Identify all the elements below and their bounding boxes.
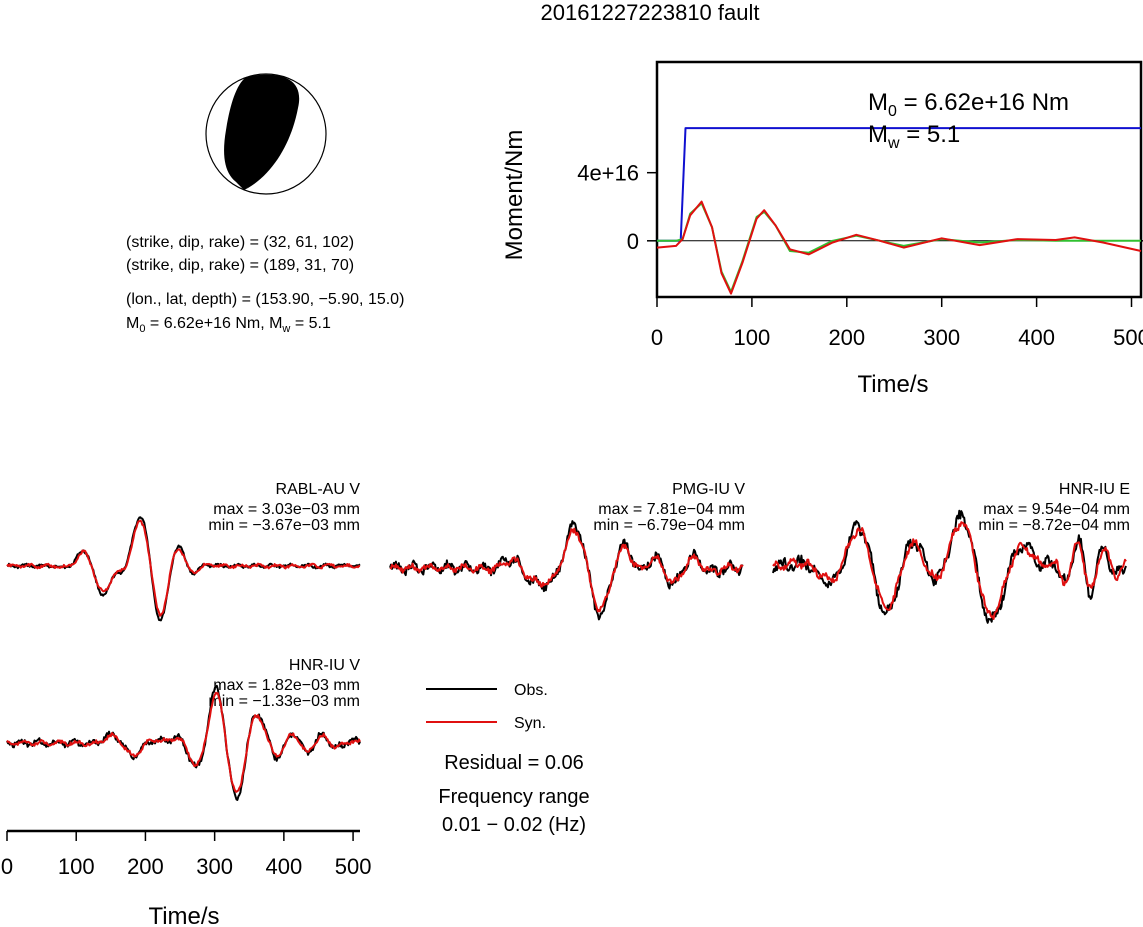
stf-x-axis-label: Time/s xyxy=(857,371,928,398)
waveform-panel-hnr-iu-v: HNR-IU V max = 1.82e−03 mm min = −1.33e−… xyxy=(6,657,361,801)
min-amplitude: min = −6.79e−04 mm xyxy=(593,517,745,534)
synthetic-trace xyxy=(389,527,744,613)
stf-x-axis: 0 100 200 300 400 500 xyxy=(651,297,1143,350)
time-axis-tick-label: 400 xyxy=(266,854,303,879)
time-axis-tick-label: 500 xyxy=(335,854,372,879)
stf-series-group xyxy=(656,127,1142,295)
min-amplitude: min = −1.33e−03 mm xyxy=(208,693,360,710)
stf-x-tick-label: 400 xyxy=(1018,325,1055,350)
beachball-small-quadrant xyxy=(236,182,248,190)
time-axis-tick-label: 100 xyxy=(58,854,95,879)
stf-series-line-3 xyxy=(656,200,1142,295)
residual-value: Residual = 0.06 xyxy=(444,752,584,774)
station-label: PMG-IU V xyxy=(672,481,745,498)
station-label: HNR-IU E xyxy=(1059,481,1130,498)
legend-syn-label: Syn. xyxy=(514,715,546,732)
time-axis-tick-label: 200 xyxy=(127,854,164,879)
max-amplitude: max = 9.54e−04 mm xyxy=(983,501,1130,518)
moment-rate-panel: 0 100 200 300 400 500 0 4e+16 M0 = 6.62e+16 Nm… xyxy=(501,60,1143,398)
max-amplitude: max = 7.81e−04 mm xyxy=(598,501,745,518)
time-axis-tick-label: 300 xyxy=(196,854,233,879)
frequency-range-value: 0.01 − 0.02 (Hz) xyxy=(442,814,586,836)
waveform-time-axis: 0 100 200 300 400 500 xyxy=(1,829,372,879)
moment-magnitude-line: M0 = 6.62e+16 Nm, Mw = 5.1 xyxy=(126,315,331,335)
stf-y-axis-label: Moment/Nm xyxy=(501,130,528,261)
min-amplitude: min = −8.72e−04 mm xyxy=(978,517,1130,534)
time-axis-label: Time/s xyxy=(148,903,219,927)
stf-x-tick-label: 200 xyxy=(828,325,865,350)
stf-mw-annotation: Mw = 5.1 xyxy=(868,121,960,152)
synthetic-trace xyxy=(6,691,361,793)
fault-plane-1: (strike, dip, rake) = (32, 61, 102) xyxy=(126,234,354,251)
beachball-compressional-quadrant xyxy=(224,74,300,188)
beachball xyxy=(205,73,327,195)
stf-y-tick-label: 4e+16 xyxy=(577,161,639,186)
time-axis-tick-label: 0 xyxy=(1,854,13,879)
observed-trace xyxy=(389,520,744,621)
stf-x-tick-label: 300 xyxy=(923,325,960,350)
stf-series-line-2 xyxy=(657,202,1141,293)
synthetic-trace xyxy=(6,519,361,617)
stf-x-tick-label: 500 xyxy=(1113,325,1143,350)
waveform-panel-hnr-iu-e: HNR-IU E max = 9.54e−04 mm min = −8.72e−… xyxy=(772,481,1130,624)
stf-y-tick-label: 0 xyxy=(627,229,639,254)
fault-plane-2: (strike, dip, rake) = (189, 31, 70) xyxy=(126,257,354,274)
stf-y-axis: 0 4e+16 xyxy=(577,161,1143,254)
waveform-panel-pmg-iu-v: PMG-IU V max = 7.81e−04 mm min = −6.79e−… xyxy=(389,481,745,621)
stf-m0-annotation: M0 = 6.62e+16 Nm xyxy=(868,89,1069,120)
stf-x-tick-label: 0 xyxy=(651,325,663,350)
hypocenter-location: (lon., lat, depth) = (153.90, −5.90, 15.… xyxy=(126,291,404,308)
stf-x-tick-label: 100 xyxy=(734,325,771,350)
waveform-panel-rabl-au-v: RABL-AU V max = 3.03e−03 mm min = −3.67e… xyxy=(6,481,361,622)
max-amplitude: max = 3.03e−03 mm xyxy=(213,501,360,518)
min-amplitude: min = −3.67e−03 mm xyxy=(208,517,360,534)
max-amplitude: max = 1.82e−03 mm xyxy=(213,677,360,694)
station-label: RABL-AU V xyxy=(276,481,361,498)
station-label: HNR-IU V xyxy=(289,657,360,674)
legend-obs-label: Obs. xyxy=(514,682,548,699)
stf-plot-frame xyxy=(655,60,1143,299)
legend: Obs. Syn. xyxy=(426,682,548,732)
figure-title: 20161227223810 fault xyxy=(541,0,760,25)
frequency-range-label: Frequency range xyxy=(438,786,589,808)
synthetic-trace xyxy=(772,521,1127,620)
